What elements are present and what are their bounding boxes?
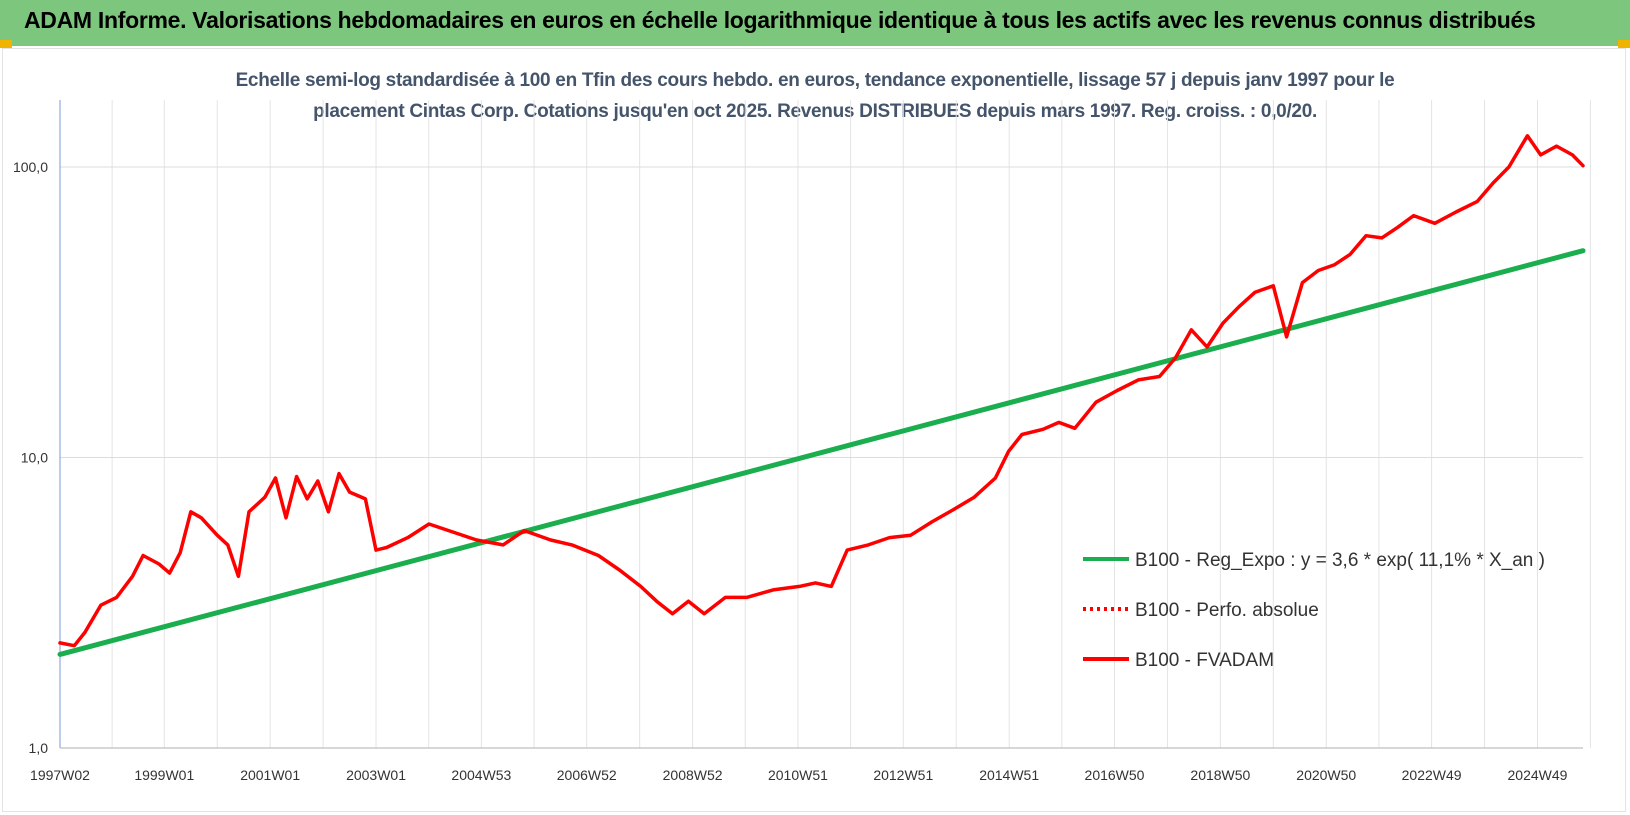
x-tick-label: 2022W49	[1402, 767, 1462, 783]
x-tick-label: 2016W50	[1085, 767, 1145, 783]
x-tick-label: 2012W51	[873, 767, 933, 783]
legend-label-2: B100 - FVADAM	[1135, 650, 1274, 671]
x-tick-label: 2001W01	[240, 767, 300, 783]
x-tick-label: 2004W53	[451, 767, 511, 783]
left-corner-marker	[0, 40, 12, 48]
chart-title-line2: placement Cintas Corp. Cotations jusqu'e…	[313, 101, 1317, 122]
x-tick-label: 2018W50	[1190, 767, 1250, 783]
title-banner: ADAM Informe. Valorisations hebdomadaire…	[0, 0, 1630, 46]
grid-lines	[60, 100, 1591, 748]
y-tick-label: 10,0	[21, 449, 48, 465]
x-tick-label: 2014W51	[979, 767, 1039, 783]
x-tick-label: 2020W50	[1296, 767, 1356, 783]
x-tick-label: 2010W51	[768, 767, 828, 783]
y-tick-label: 1,0	[29, 740, 49, 756]
x-tick-label: 1999W01	[134, 767, 194, 783]
right-corner-marker	[1618, 40, 1630, 48]
legend-label-0: B100 - Reg_Expo : y = 3,6 * exp( 11,1% *…	[1135, 550, 1545, 571]
x-tick-label: 1997W02	[30, 767, 90, 783]
series-line-0	[57, 248, 1586, 657]
banner-title: ADAM Informe. Valorisations hebdomadaire…	[24, 7, 1536, 33]
legend-label-1: B100 - Perfo. absolue	[1135, 600, 1319, 621]
x-tick-label: 2006W52	[557, 767, 617, 783]
x-tick-label: 2024W49	[1508, 767, 1568, 783]
series-line-2	[58, 134, 1585, 648]
axes: 1,0 10,0 100,0 1997W02 1999W01 2001W01 2003W01…	[13, 100, 1583, 783]
chart-frame	[2, 48, 1626, 812]
y-tick-label: 100,0	[13, 159, 48, 175]
x-tick-label: 2008W52	[663, 767, 723, 783]
legend: B100 - Reg_Expo : y = 3,6 * exp( 11,1% *…	[1083, 550, 1545, 671]
x-tick-label: 2003W01	[346, 767, 406, 783]
series-group	[57, 134, 1586, 657]
chart-title-line1: Echelle semi-log standardisée à 100 en T…	[235, 70, 1395, 91]
